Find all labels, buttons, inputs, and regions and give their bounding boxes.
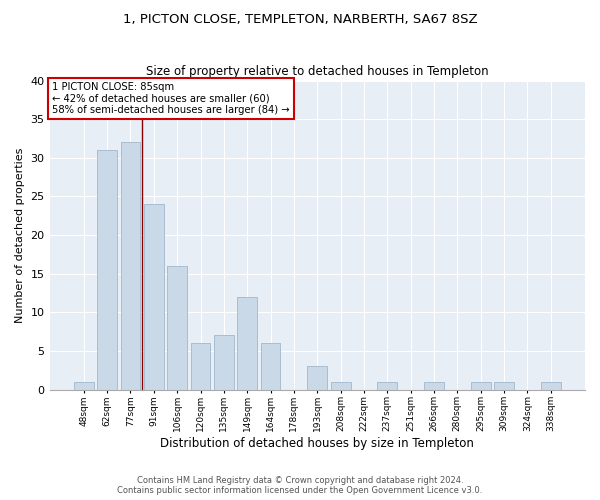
Text: Contains HM Land Registry data © Crown copyright and database right 2024.
Contai: Contains HM Land Registry data © Crown c… bbox=[118, 476, 482, 495]
Bar bbox=[471, 382, 491, 390]
Bar bbox=[238, 297, 257, 390]
Bar bbox=[260, 343, 280, 390]
Bar bbox=[191, 343, 211, 390]
Bar bbox=[307, 366, 327, 390]
Text: 1, PICTON CLOSE, TEMPLETON, NARBERTH, SA67 8SZ: 1, PICTON CLOSE, TEMPLETON, NARBERTH, SA… bbox=[122, 12, 478, 26]
Bar bbox=[97, 150, 117, 390]
Bar bbox=[144, 204, 164, 390]
Bar bbox=[424, 382, 444, 390]
Bar bbox=[541, 382, 560, 390]
Bar bbox=[121, 142, 140, 390]
Bar bbox=[74, 382, 94, 390]
Bar bbox=[377, 382, 397, 390]
Text: 1 PICTON CLOSE: 85sqm
← 42% of detached houses are smaller (60)
58% of semi-deta: 1 PICTON CLOSE: 85sqm ← 42% of detached … bbox=[52, 82, 290, 116]
Y-axis label: Number of detached properties: Number of detached properties bbox=[15, 148, 25, 322]
Bar bbox=[331, 382, 350, 390]
Title: Size of property relative to detached houses in Templeton: Size of property relative to detached ho… bbox=[146, 65, 488, 78]
Bar bbox=[167, 266, 187, 390]
Bar bbox=[494, 382, 514, 390]
Bar bbox=[214, 336, 234, 390]
X-axis label: Distribution of detached houses by size in Templeton: Distribution of detached houses by size … bbox=[160, 437, 474, 450]
